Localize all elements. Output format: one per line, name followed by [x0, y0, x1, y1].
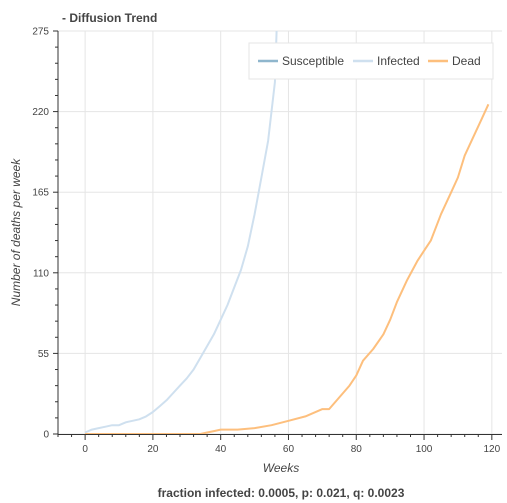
- legend-label-infected: Infected: [377, 54, 420, 68]
- y-tick-label: 0: [43, 430, 49, 441]
- axis-ticks: 0 55 110 165 220 275 0 20 40 60 80 100 120: [32, 27, 500, 456]
- y-axis-label: Number of deaths per week: [9, 158, 23, 306]
- legend: Susceptible Infected Dead: [248, 42, 494, 80]
- x-tick-label: 40: [215, 444, 227, 455]
- x-tick-label: 60: [283, 444, 295, 455]
- y-tick-label: 165: [32, 188, 49, 199]
- x-tick-label: 0: [82, 444, 88, 455]
- chart-title: - Diffusion Trend: [62, 11, 157, 25]
- legend-label-susceptible: Susceptible: [282, 54, 344, 68]
- y-tick-label: 220: [32, 107, 49, 118]
- x-tick-label: 20: [147, 444, 159, 455]
- series-line-infected: [84, 31, 278, 434]
- series-line-dead: [85, 103, 490, 434]
- x-tick-label: 80: [351, 444, 363, 455]
- chart-footer: fraction infected: 0.0005, p: 0.021, q: …: [158, 486, 405, 500]
- x-tick-label: 120: [483, 444, 500, 455]
- y-tick-label: 55: [38, 349, 50, 360]
- series-lines: [84, 31, 490, 434]
- grid: [58, 30, 502, 435]
- legend-label-dead: Dead: [452, 54, 481, 68]
- y-tick-label: 110: [33, 268, 49, 279]
- y-tick-label: 275: [32, 27, 49, 38]
- x-axis-label: Weeks: [263, 461, 299, 475]
- x-tick-label: 100: [416, 444, 433, 455]
